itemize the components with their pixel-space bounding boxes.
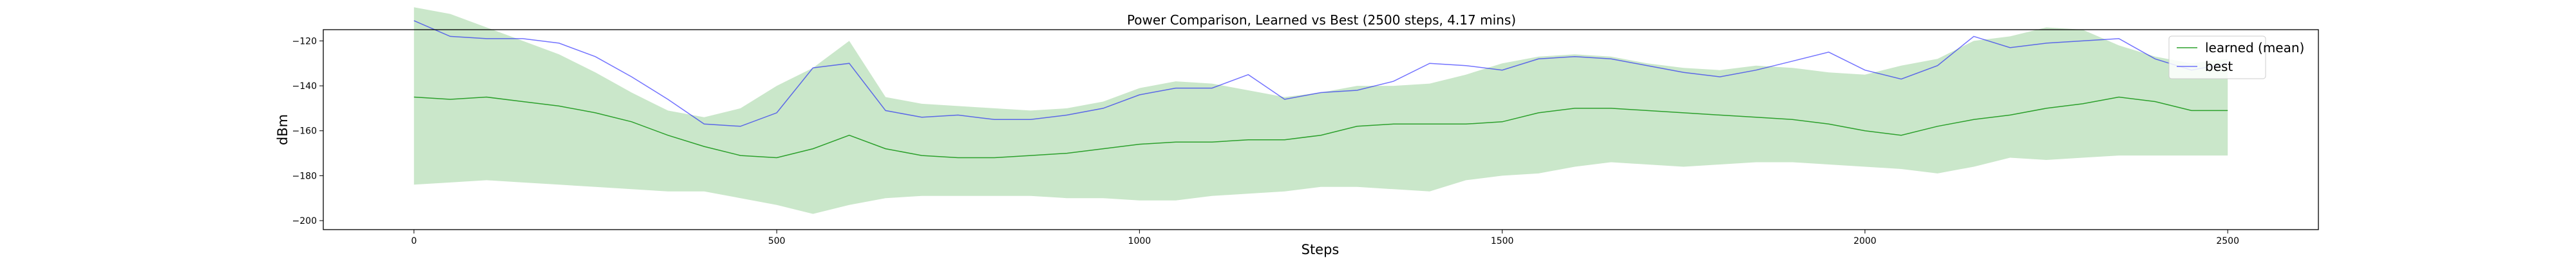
x-axis-ticks: 0 500 1000 1500 2000 2500 [411, 230, 2239, 246]
x-tick-label: 2500 [2216, 236, 2239, 246]
legend-learned-label: learned (mean) [2205, 40, 2304, 55]
plot-area [413, 7, 2228, 214]
y-axis-ticks: −200 −180 −160 −140 −120 [292, 36, 323, 226]
y-tick-label: −180 [292, 171, 317, 181]
axes-frame [323, 29, 2319, 230]
x-tick-label: 1000 [1128, 236, 1151, 246]
y-tick-label: −200 [292, 216, 317, 226]
y-axis-label: dBm [275, 114, 290, 145]
legend-box [2168, 35, 2266, 79]
y-tick-label: −140 [292, 81, 317, 92]
learned-band [413, 7, 2228, 214]
x-tick-label: 0 [411, 236, 417, 246]
x-axis-label: Steps [1302, 242, 1340, 257]
best-line [413, 20, 2228, 127]
x-tick-label: 500 [768, 236, 786, 246]
learned-mean-line [413, 96, 2228, 159]
y-tick-label: −160 [292, 126, 317, 137]
x-tick-label: 1500 [1491, 236, 1514, 246]
y-tick-label: −120 [292, 36, 317, 46]
legend: learned (mean) best [2168, 35, 2304, 79]
x-tick-label: 2000 [1853, 236, 1877, 246]
chart-title: Power Comparison, Learned vs Best (2500 … [1127, 12, 1516, 28]
legend-best-label: best [2205, 59, 2233, 74]
